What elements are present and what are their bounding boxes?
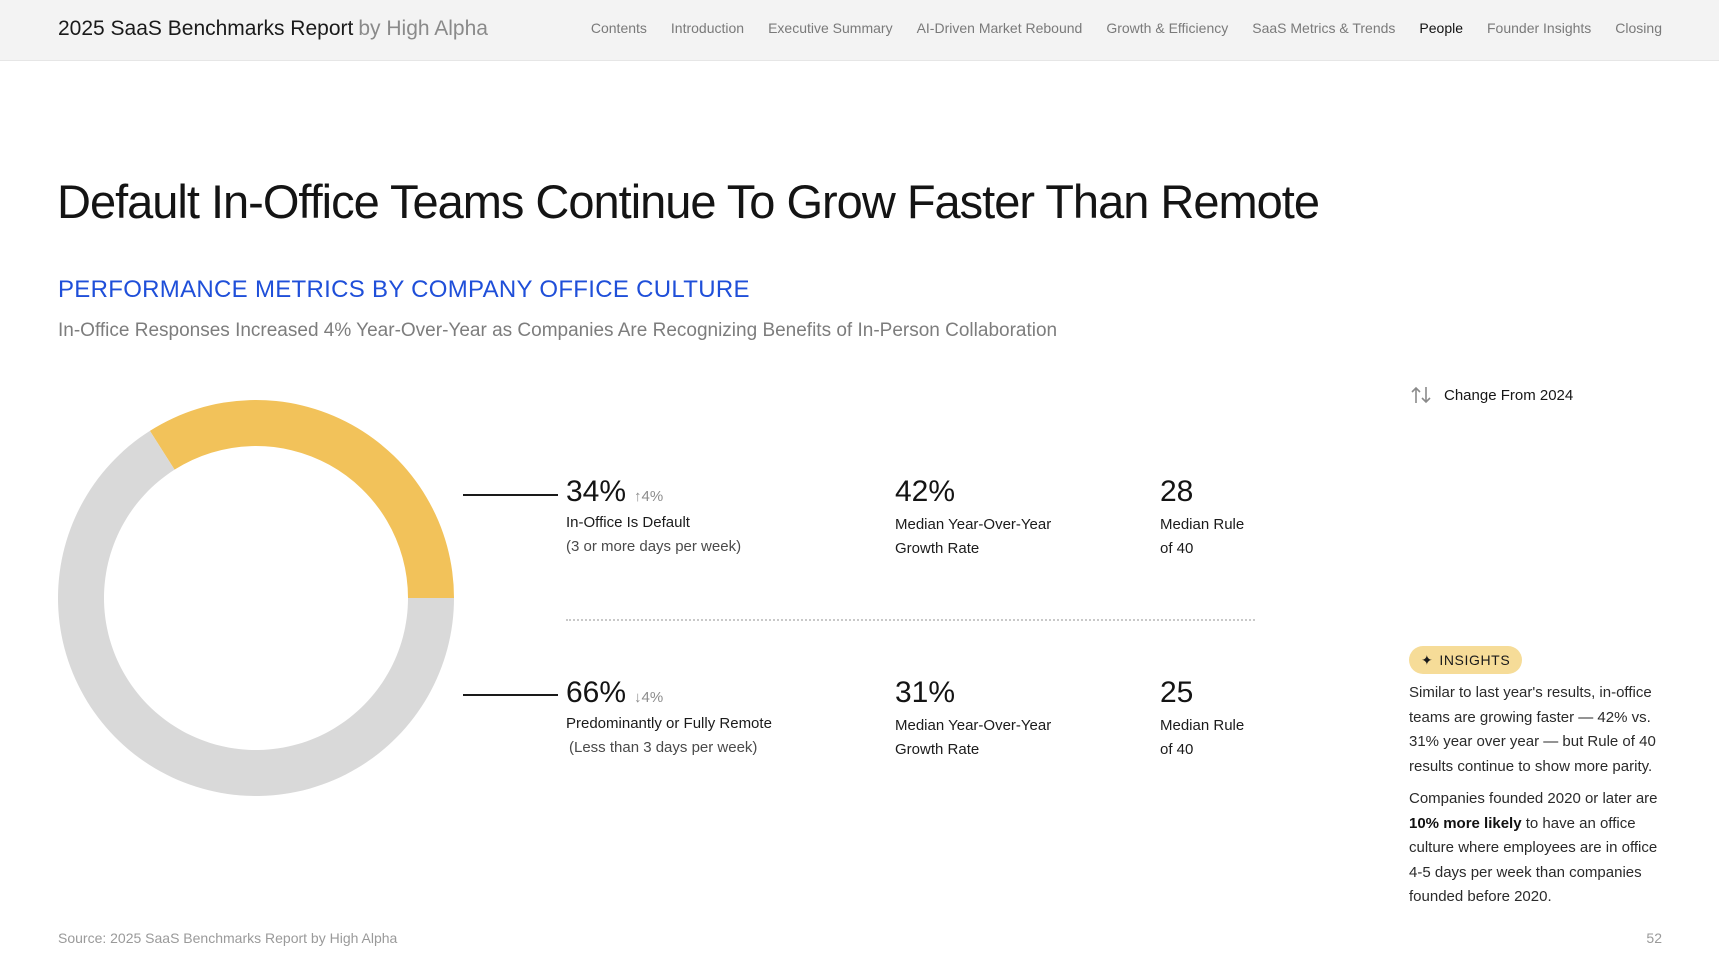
remote-growth-label-2: Growth Rate <box>895 741 980 758</box>
in-office-sublabel: (3 or more days per week) <box>566 538 742 555</box>
nav-executive-summary[interactable]: Executive Summary <box>768 20 893 36</box>
in-office-change: ↑4% <box>634 488 663 505</box>
insight-paragraph-2-post: to have an office culture where employee… <box>1409 814 1658 906</box>
change-legend: Change From 2024 <box>1410 385 1573 405</box>
arrow-up-icon: ↑ <box>634 488 642 505</box>
insights-badge-label: INSIGHTS <box>1439 652 1511 668</box>
brand-byline: by High Alpha <box>358 17 488 40</box>
remote-rule-value: 25 <box>1160 676 1194 709</box>
brand-title: 2025 SaaS Benchmarks Report <box>58 17 354 40</box>
insights-badge: ✦ INSIGHTS <box>1409 646 1523 674</box>
remote-rule-label-2: of 40 <box>1160 741 1194 758</box>
nav-growth-efficiency[interactable]: Growth & Efficiency <box>1106 20 1229 36</box>
nav-closing[interactable]: Closing <box>1615 20 1662 36</box>
remote-rule-label-1: Median Rule <box>1160 717 1245 734</box>
page-number: 52 <box>1646 930 1662 946</box>
remote-change: ↓4% <box>634 689 663 706</box>
leader-line-remote <box>463 694 558 696</box>
remote-share-value: 66% <box>566 676 627 709</box>
in-office-growth-value: 42% <box>895 475 956 508</box>
remote-rule-stat: 25 Median Rule of 40 <box>1160 676 1244 762</box>
insight-highlight: 10% more likely <box>1409 814 1522 832</box>
nav-founder-insights[interactable]: Founder Insights <box>1487 20 1592 36</box>
source-note: Source: 2025 SaaS Benchmarks Report by H… <box>58 930 398 946</box>
sparkle-icon: ✦ <box>1421 651 1434 668</box>
nav-saas-metrics-trends[interactable]: SaaS Metrics & Trends <box>1252 20 1396 36</box>
legend-label: Change From 2024 <box>1444 386 1574 404</box>
remote-growth-stat: 31% Median Year-Over-Year Growth Rate <box>895 676 1051 762</box>
office-culture-donut-chart <box>58 400 454 796</box>
row-divider <box>566 619 1255 621</box>
section-title: PERFORMANCE METRICS BY COMPANY OFFICE CU… <box>58 276 750 303</box>
leader-line-in-office <box>463 494 558 496</box>
page-title: Default In-Office Teams Continue To Grow… <box>57 175 1320 228</box>
in-office-growth-label-2: Growth Rate <box>895 540 980 557</box>
section-subtitle: In-Office Responses Increased 4% Year-Ov… <box>58 320 1058 341</box>
nav-ai-driven-market-rebound[interactable]: AI-Driven Market Rebound <box>916 20 1083 36</box>
top-navigation-bar: 2025 SaaS Benchmarks Report by High Alpha… <box>0 0 1719 61</box>
insight-paragraph-2-pre: Companies founded 2020 or later are <box>1409 790 1658 807</box>
nav-people[interactable]: People <box>1419 20 1463 36</box>
in-office-label: In-Office Is Default <box>566 514 690 531</box>
in-office-share-value: 34% <box>566 475 627 508</box>
donut-slice-in-office <box>149 400 454 598</box>
remote-change-value: 4% <box>641 689 664 706</box>
in-office-rule-label-2: of 40 <box>1160 540 1194 557</box>
section-nav: Contents Introduction Executive Summary … <box>567 20 1662 36</box>
in-office-rule-value: 28 <box>1160 475 1194 508</box>
in-office-rule-label-1: Median Rule <box>1160 516 1245 533</box>
up-down-arrows-icon <box>1411 386 1431 404</box>
in-office-share-stat: 34% ↑4% In-Office Is Default (3 or more d… <box>566 475 741 559</box>
remote-sublabel: (Less than 3 days per week) <box>569 739 758 756</box>
in-office-growth-stat: 42% Median Year-Over-Year Growth Rate <box>895 475 1051 561</box>
in-office-rule-stat: 28 Median Rule of 40 <box>1160 475 1244 561</box>
arrow-down-icon: ↓ <box>634 689 642 706</box>
remote-growth-label-1: Median Year-Over-Year <box>895 717 1052 734</box>
remote-label: Predominantly or Fully Remote <box>566 715 772 732</box>
insight-paragraph-1: Similar to last year's results, in-offic… <box>1409 684 1656 775</box>
insight-paragraph-2: Companies founded 2020 or later are 10% … <box>1409 787 1671 910</box>
in-office-change-value: 4% <box>641 488 664 505</box>
nav-introduction[interactable]: Introduction <box>670 20 745 36</box>
in-office-growth-label-1: Median Year-Over-Year <box>895 516 1052 533</box>
nav-contents[interactable]: Contents <box>590 20 647 36</box>
remote-share-stat: 66% ↓4% Predominantly or Fully Remote (Le… <box>566 676 772 760</box>
report-brand[interactable]: 2025 SaaS Benchmarks Report by High Alpha <box>58 17 488 41</box>
remote-growth-value: 31% <box>895 676 956 709</box>
